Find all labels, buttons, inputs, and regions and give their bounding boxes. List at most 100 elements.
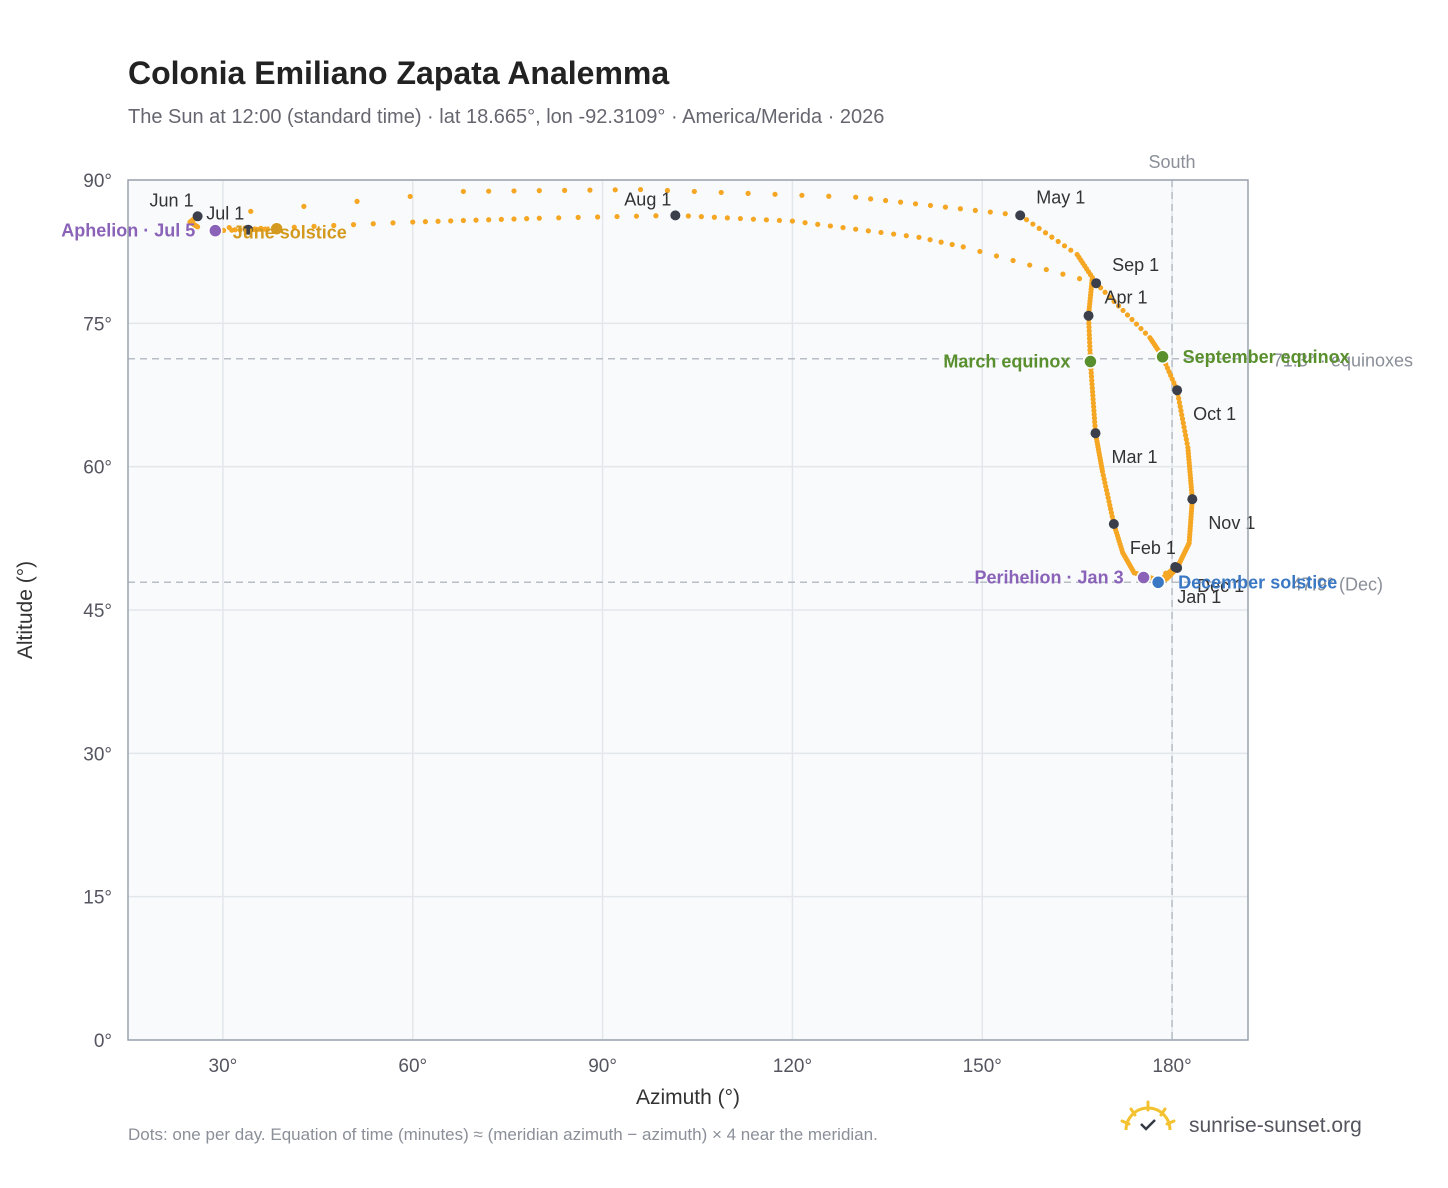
- x-tick-label: 180°: [1152, 1056, 1191, 1077]
- month-marker-label: Apr 1: [1105, 288, 1148, 308]
- day-dot: [883, 197, 889, 204]
- day-dot: [1086, 320, 1092, 326]
- day-dot: [853, 226, 859, 232]
- day-dot: [827, 223, 833, 229]
- day-dot: [473, 217, 479, 223]
- day-dot: [511, 188, 517, 194]
- footnote: Dots: one per day. Equation of time (min…: [128, 1125, 878, 1144]
- day-dot: [595, 214, 601, 220]
- day-dot: [1176, 395, 1182, 402]
- month-marker-label: Dec 1: [1197, 576, 1244, 596]
- day-dot: [1090, 400, 1096, 406]
- day-dot: [1087, 347, 1093, 353]
- grid: [128, 179, 1248, 1041]
- day-dot: [1180, 420, 1186, 426]
- day-dot: [840, 224, 846, 231]
- day-dot: [486, 217, 492, 223]
- day-dot: [1142, 330, 1149, 336]
- event-marker-label: June solstice: [233, 223, 347, 243]
- day-dot: [1115, 303, 1122, 309]
- day-dot: [460, 188, 466, 195]
- day-dot: [1092, 419, 1098, 425]
- day-dot: [536, 215, 542, 221]
- day-dot: [1002, 211, 1008, 217]
- month-marker-dot: [1091, 278, 1102, 289]
- day-dot: [524, 216, 530, 222]
- y-tick-label: 60°: [83, 458, 112, 479]
- x-axis-label: Azimuth (°): [636, 1086, 740, 1109]
- day-dot: [1061, 243, 1068, 249]
- day-dot: [718, 189, 724, 196]
- day-dot: [486, 188, 492, 194]
- day-dot: [1090, 392, 1096, 399]
- x-tick-label: 120°: [773, 1056, 812, 1077]
- day-dot: [1091, 404, 1097, 410]
- month-marker-label: May 1: [1036, 187, 1085, 207]
- day-dot: [460, 217, 466, 224]
- month-marker-dot: [1187, 494, 1198, 505]
- x-tick-label: 30°: [209, 1056, 238, 1077]
- month-marker-label: Nov 1: [1208, 513, 1255, 533]
- day-dot: [977, 248, 983, 255]
- month-marker-dot: [1083, 310, 1094, 321]
- brand-logo[interactable]: sunrise-sunset.org: [1120, 1100, 1362, 1137]
- day-dot: [1179, 416, 1186, 422]
- month-marker-dot: [1108, 519, 1119, 529]
- day-dot: [1184, 440, 1190, 447]
- y-tick-label: 45°: [83, 601, 112, 622]
- event-marker-dot: [1083, 354, 1098, 369]
- day-dot: [987, 209, 993, 215]
- axis-ticks: 30° 60° 90° 120° 150° 180° 0° 15° 30° 45° 60° 75° 90…: [83, 171, 1191, 1077]
- x-tick-label: 90°: [588, 1056, 617, 1077]
- day-dot: [897, 199, 904, 205]
- day-dot: [1176, 399, 1183, 406]
- day-dot: [685, 213, 691, 219]
- month-marker-dot: [1172, 562, 1183, 573]
- event-marker-dot: [269, 221, 284, 236]
- day-dot: [637, 186, 644, 193]
- event-markers: March equinox September equinox June solst…: [61, 221, 1349, 593]
- day-dot: [195, 224, 201, 230]
- day-dot: [1043, 266, 1049, 273]
- day-dot: [957, 206, 963, 212]
- day-dot: [1138, 325, 1144, 332]
- day-dot: [653, 213, 659, 219]
- event-marker-label: March equinox: [943, 352, 1070, 372]
- day-dot: [1120, 307, 1126, 314]
- day-dot: [691, 188, 697, 195]
- day-dot: [1178, 408, 1184, 414]
- day-dot: [1179, 412, 1185, 418]
- day-dot: [799, 192, 805, 198]
- day-dot: [1023, 217, 1030, 223]
- y-tick-label: 75°: [83, 314, 112, 335]
- day-dot: [745, 190, 751, 196]
- day-dot: [912, 201, 919, 207]
- month-marker-label: Feb 1: [1130, 538, 1176, 558]
- day-dot: [1042, 230, 1049, 236]
- day-dot: [291, 224, 297, 230]
- day-dot: [750, 216, 756, 222]
- day-dot: [927, 202, 934, 209]
- december-altitude-label: 47.9° (Dec): [1292, 574, 1383, 594]
- day-dot: [1182, 432, 1189, 438]
- day-dot: [1089, 389, 1096, 395]
- day-dot: [1088, 374, 1095, 380]
- day-dot: [737, 215, 743, 222]
- day-dot: [435, 218, 441, 224]
- event-marker-label: Perihelion · Jan 3: [975, 568, 1124, 588]
- day-dot: [1106, 294, 1113, 300]
- day-dot: [776, 217, 783, 224]
- day-dot: [448, 218, 454, 224]
- day-dot: [614, 213, 620, 220]
- day-dot: [938, 239, 944, 245]
- day-dot: [407, 193, 413, 200]
- day-dot: [575, 214, 581, 220]
- day-dot: [815, 221, 821, 227]
- day-dot: [942, 204, 949, 210]
- day-dot: [1088, 370, 1094, 376]
- day-dot: [927, 237, 933, 243]
- day-dot: [960, 244, 966, 250]
- day-dot: [536, 188, 542, 194]
- day-dot: [664, 187, 671, 194]
- event-marker-dot: [1136, 570, 1151, 585]
